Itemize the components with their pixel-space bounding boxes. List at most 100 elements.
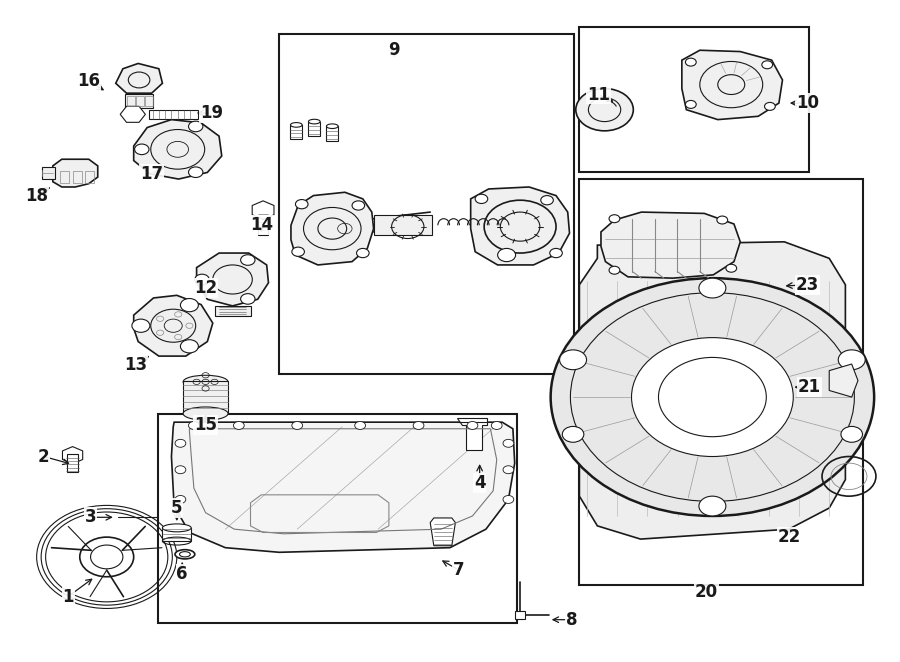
Circle shape <box>764 103 775 111</box>
Bar <box>60 171 69 183</box>
Bar <box>137 97 144 106</box>
Circle shape <box>180 340 198 353</box>
Bar <box>158 414 518 623</box>
Text: 22: 22 <box>778 528 801 546</box>
Circle shape <box>292 247 304 256</box>
Circle shape <box>240 294 255 305</box>
Text: 7: 7 <box>454 561 464 579</box>
Circle shape <box>292 422 302 430</box>
Circle shape <box>491 422 502 430</box>
Circle shape <box>699 496 726 516</box>
Ellipse shape <box>175 549 194 559</box>
Circle shape <box>188 422 199 430</box>
Circle shape <box>503 495 514 503</box>
Circle shape <box>838 350 865 369</box>
Circle shape <box>188 167 202 177</box>
Circle shape <box>576 89 634 131</box>
Circle shape <box>194 274 209 285</box>
Circle shape <box>503 466 514 474</box>
Circle shape <box>188 121 202 132</box>
Circle shape <box>467 422 478 430</box>
Text: 15: 15 <box>194 416 217 434</box>
Circle shape <box>609 266 620 274</box>
Bar <box>146 97 153 106</box>
Circle shape <box>551 278 874 516</box>
Ellipse shape <box>327 124 338 128</box>
Text: 13: 13 <box>124 356 147 374</box>
Bar <box>68 454 78 473</box>
Polygon shape <box>580 242 845 539</box>
Circle shape <box>175 466 185 474</box>
Text: 21: 21 <box>798 378 821 396</box>
Circle shape <box>761 61 772 69</box>
Circle shape <box>550 248 562 258</box>
Circle shape <box>295 199 308 209</box>
Bar <box>527 218 536 230</box>
Polygon shape <box>53 160 98 187</box>
Circle shape <box>352 201 365 210</box>
Circle shape <box>240 255 255 265</box>
Polygon shape <box>430 518 455 545</box>
Text: 6: 6 <box>176 565 188 583</box>
Ellipse shape <box>309 119 320 124</box>
Text: 11: 11 <box>587 85 610 103</box>
Polygon shape <box>471 187 570 265</box>
Bar <box>73 171 82 183</box>
Polygon shape <box>62 447 83 464</box>
Circle shape <box>686 58 697 66</box>
Circle shape <box>632 338 793 457</box>
Polygon shape <box>291 192 373 265</box>
Text: 17: 17 <box>140 165 163 183</box>
Polygon shape <box>601 212 741 278</box>
Circle shape <box>726 264 737 272</box>
Circle shape <box>503 440 514 448</box>
Circle shape <box>841 426 862 442</box>
Circle shape <box>132 319 150 332</box>
Text: 19: 19 <box>201 104 223 122</box>
Text: 18: 18 <box>25 187 48 205</box>
Circle shape <box>498 248 516 261</box>
Bar <box>149 110 198 119</box>
Text: 5: 5 <box>171 499 183 517</box>
Text: 8: 8 <box>565 610 577 629</box>
Bar <box>162 528 191 541</box>
Bar <box>257 209 268 235</box>
Bar <box>374 215 432 235</box>
Bar <box>514 216 525 233</box>
Bar <box>183 381 228 414</box>
Circle shape <box>80 537 134 577</box>
Circle shape <box>233 422 244 430</box>
Ellipse shape <box>183 375 228 389</box>
Bar <box>326 126 338 141</box>
Bar <box>515 611 526 619</box>
Text: 23: 23 <box>796 276 819 294</box>
Bar <box>86 171 94 183</box>
Polygon shape <box>196 253 268 306</box>
Polygon shape <box>829 364 858 397</box>
Circle shape <box>609 214 620 222</box>
Text: 3: 3 <box>85 508 96 526</box>
Polygon shape <box>457 418 487 450</box>
Polygon shape <box>134 120 221 179</box>
Bar <box>279 34 574 374</box>
Circle shape <box>135 144 149 155</box>
Bar <box>579 179 863 585</box>
Polygon shape <box>134 295 212 356</box>
Circle shape <box>560 350 587 369</box>
Polygon shape <box>171 422 515 552</box>
Polygon shape <box>116 64 162 93</box>
Text: 9: 9 <box>389 41 400 59</box>
Polygon shape <box>252 201 274 219</box>
Circle shape <box>717 216 728 224</box>
Ellipse shape <box>291 122 302 127</box>
Text: 12: 12 <box>194 279 217 297</box>
Text: 1: 1 <box>62 588 74 606</box>
Circle shape <box>541 195 554 205</box>
Circle shape <box>175 495 185 503</box>
Bar <box>290 125 302 140</box>
Circle shape <box>355 422 365 430</box>
Polygon shape <box>121 107 146 122</box>
Circle shape <box>413 422 424 430</box>
Circle shape <box>475 194 488 203</box>
Ellipse shape <box>162 524 191 532</box>
